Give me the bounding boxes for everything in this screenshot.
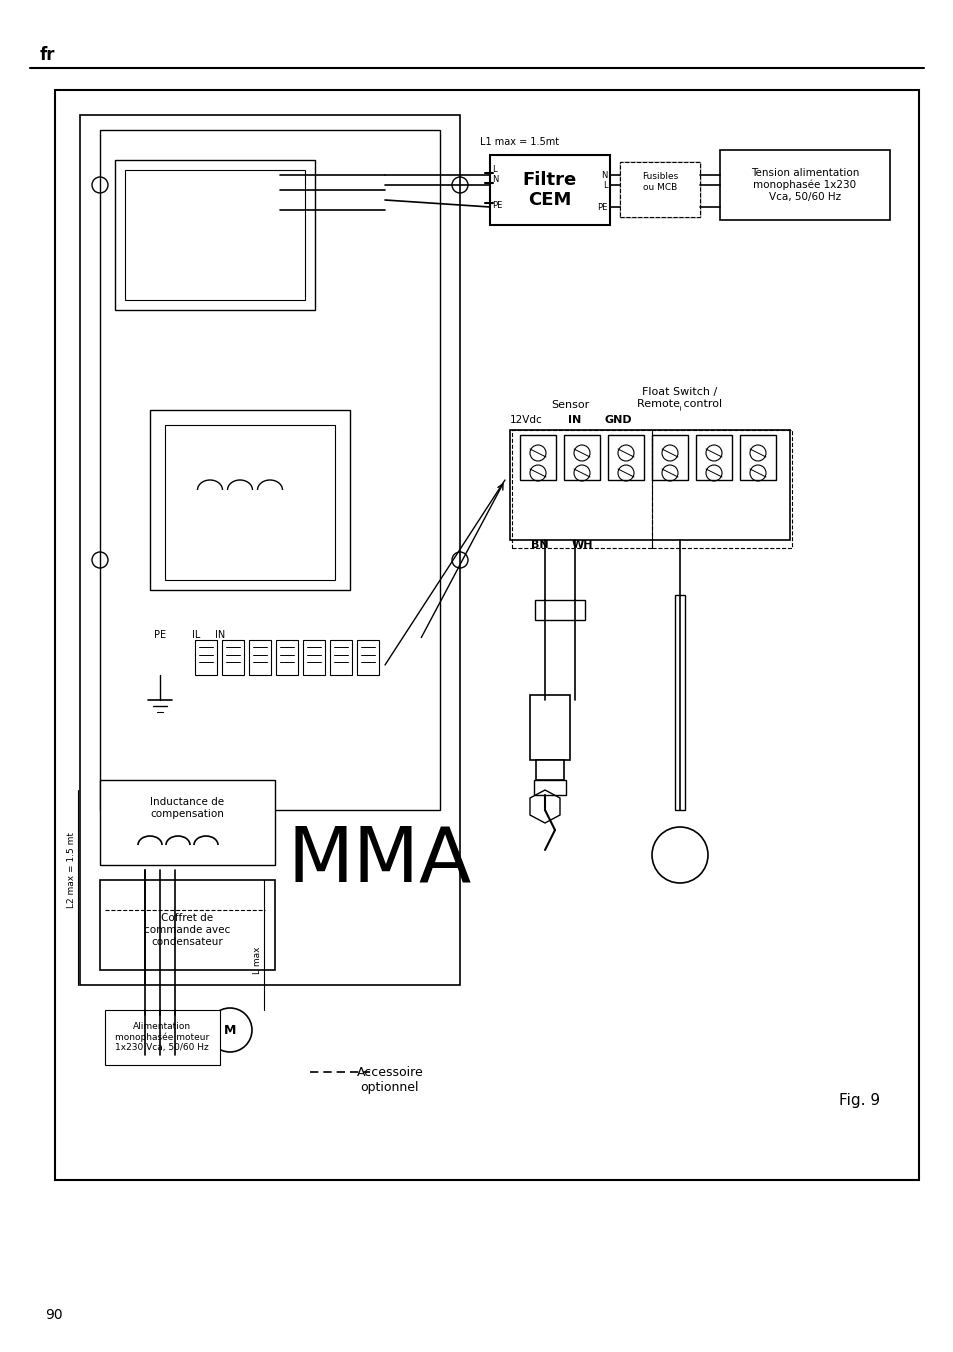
Bar (275, 639, 297, 675)
Text: Sensor: Sensor (550, 400, 589, 410)
Text: Inductance de
compensation: Inductance de compensation (150, 798, 224, 819)
Text: MMA: MMA (288, 823, 472, 896)
Text: IL: IL (192, 630, 200, 639)
Bar (100, 880, 274, 969)
Bar (490, 155, 609, 224)
Bar (222, 639, 244, 675)
Text: PE: PE (597, 203, 607, 211)
Text: GND: GND (603, 415, 631, 425)
Bar (651, 435, 687, 480)
Bar (100, 780, 274, 865)
Bar (194, 639, 216, 675)
Bar (619, 162, 700, 218)
Text: N: N (492, 176, 497, 184)
Text: 12Vdc: 12Vdc (509, 415, 542, 425)
Text: Fig. 9: Fig. 9 (839, 1092, 880, 1107)
Bar (512, 430, 651, 548)
Text: Fusibles
ou MCB: Fusibles ou MCB (641, 172, 678, 192)
Bar (125, 170, 305, 300)
Text: Float Switch /
Remote control: Float Switch / Remote control (637, 387, 721, 408)
Bar (303, 639, 325, 675)
Text: Alimentation
monophasée moteur
1x230 Vca, 50/60 Hz: Alimentation monophasée moteur 1x230 Vca… (114, 1022, 209, 1052)
Text: N: N (601, 170, 607, 180)
Bar (619, 162, 700, 218)
Text: WH: WH (571, 539, 592, 550)
Text: 90: 90 (45, 1307, 63, 1322)
Bar (55, 91, 918, 1180)
Text: Accessoire
optionnel: Accessoire optionnel (356, 1065, 423, 1094)
Bar (530, 695, 569, 760)
Bar (536, 760, 563, 780)
Bar (165, 425, 335, 580)
Text: Coffret de
commande avec
condensateur: Coffret de commande avec condensateur (144, 914, 230, 946)
Text: L1 max = 1.5mt: L1 max = 1.5mt (480, 137, 559, 147)
Text: L: L (602, 181, 607, 189)
Bar (519, 435, 556, 480)
Bar (115, 160, 314, 310)
Bar (534, 780, 565, 795)
Text: L max: L max (253, 946, 262, 973)
Bar (510, 430, 789, 539)
Bar (100, 130, 439, 810)
Bar (105, 1010, 220, 1065)
Bar (150, 410, 350, 589)
Bar (80, 115, 459, 986)
Text: PE: PE (153, 630, 166, 639)
Text: IN: IN (568, 415, 581, 425)
Text: fr: fr (40, 46, 55, 64)
Text: BN: BN (531, 539, 548, 550)
Text: L: L (492, 165, 497, 174)
Text: Filtre
CEM: Filtre CEM (522, 170, 577, 210)
Bar (563, 435, 599, 480)
Bar (607, 435, 643, 480)
Text: M: M (224, 1023, 236, 1037)
Text: L2 max = 1.5 mt: L2 max = 1.5 mt (68, 831, 76, 909)
Bar (696, 435, 731, 480)
Bar (330, 639, 352, 675)
Text: PE: PE (492, 200, 502, 210)
Text: Tension alimentation
monophasée 1x230
Vca, 50/60 Hz: Tension alimentation monophasée 1x230 Vc… (750, 168, 859, 201)
Bar (675, 595, 684, 810)
Bar (535, 600, 584, 621)
Bar (249, 639, 271, 675)
Bar (740, 435, 775, 480)
Text: IN: IN (214, 630, 225, 639)
Bar (720, 150, 889, 220)
Bar (356, 639, 378, 675)
Bar (651, 430, 791, 548)
